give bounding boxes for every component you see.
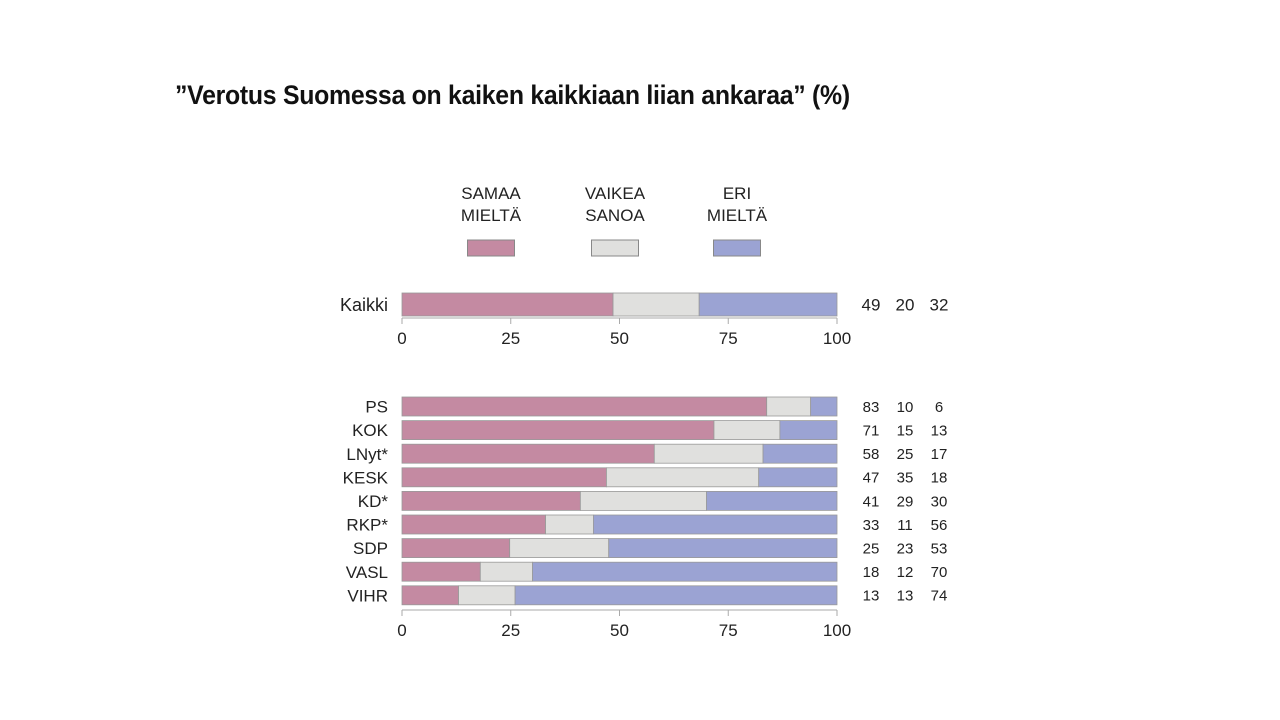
category-label: SDP <box>353 539 388 558</box>
x-tick-label: 75 <box>719 621 738 640</box>
x-tick-label: 50 <box>610 329 629 348</box>
data-label: 56 <box>931 517 948 534</box>
party-bar-segment <box>458 585 516 606</box>
data-label: 83 <box>863 399 880 416</box>
total-bar-segment <box>401 292 614 317</box>
party-bar-segment <box>579 490 707 511</box>
total-bar-segment <box>612 292 700 317</box>
data-label: 74 <box>931 588 948 605</box>
data-label: 41 <box>863 493 880 510</box>
data-label: 53 <box>931 541 948 558</box>
data-label: 35 <box>897 470 914 487</box>
legend-label: ERI <box>723 184 751 203</box>
data-label: 13 <box>897 588 914 605</box>
x-tick-label: 100 <box>823 329 851 348</box>
total-bar-segment <box>698 292 838 317</box>
data-label: 17 <box>931 446 948 463</box>
party-bar-segment <box>401 585 459 606</box>
party-bar-segment <box>762 443 838 464</box>
party-bar-segment <box>532 561 838 582</box>
data-label: 58 <box>863 446 880 463</box>
data-label: 18 <box>863 564 880 581</box>
data-label: 33 <box>863 517 880 534</box>
party-bar-segment <box>401 561 481 582</box>
data-label: 15 <box>897 423 914 440</box>
party-bar-segment <box>401 467 607 488</box>
data-label: 18 <box>931 470 948 487</box>
x-tick-label: 75 <box>719 329 738 348</box>
x-tick-label: 50 <box>610 621 629 640</box>
category-label: PS <box>365 398 388 417</box>
category-label: RKP* <box>346 516 388 535</box>
data-label: 23 <box>897 541 914 558</box>
party-bar-segment <box>608 538 838 558</box>
category-label: KOK <box>352 421 389 440</box>
data-label: 71 <box>863 423 880 440</box>
category-label: KD* <box>358 492 389 511</box>
data-label: 13 <box>863 588 880 605</box>
x-tick-label: 25 <box>501 329 520 348</box>
x-tick-label: 25 <box>501 621 520 640</box>
category-label: KESK <box>343 468 389 487</box>
party-bar-segment <box>706 490 838 511</box>
legend-label: MIELTÄ <box>461 206 522 225</box>
data-label: 25 <box>863 541 880 558</box>
legend-label: SAMAA <box>461 184 521 203</box>
party-bar-segment <box>479 561 533 582</box>
party-bar-segment <box>766 396 812 417</box>
party-bar-segment <box>606 467 760 488</box>
category-label: Kaikki <box>340 295 388 315</box>
x-tick-label: 100 <box>823 621 851 640</box>
x-tick-label: 0 <box>397 329 406 348</box>
party-bar-segment <box>810 396 838 417</box>
chart-title: ”Verotus Suomessa on kaiken kaikkiaan li… <box>175 80 850 110</box>
data-label: 70 <box>931 564 948 581</box>
data-label: 47 <box>863 470 880 487</box>
legend-swatch <box>467 239 515 257</box>
category-label: VASL <box>346 563 388 582</box>
data-label: 49 <box>862 296 881 315</box>
legend-label: MIELTÄ <box>707 206 768 225</box>
party-bar-segment <box>401 514 546 535</box>
party-bar-segment <box>401 443 655 464</box>
category-label: LNyt* <box>346 445 388 464</box>
legend-swatch <box>591 239 639 257</box>
data-label: 11 <box>897 517 913 534</box>
party-bar-segment <box>509 538 610 558</box>
party-bar-segment <box>593 514 838 535</box>
data-label: 20 <box>896 296 915 315</box>
category-label: VIHR <box>347 586 388 605</box>
legend-swatch <box>713 239 761 257</box>
party-bar-segment <box>713 420 781 441</box>
party-bar-segment <box>758 467 838 488</box>
legend-label: VAIKEA <box>585 184 646 203</box>
data-label: 12 <box>897 564 914 581</box>
data-label: 10 <box>897 399 914 416</box>
data-label: 6 <box>935 399 943 416</box>
x-tick-label: 0 <box>397 621 406 640</box>
legend-label: SANOA <box>585 206 645 225</box>
party-bar-segment <box>401 538 511 558</box>
party-bar-segment <box>514 585 838 606</box>
data-label: 13 <box>931 423 948 440</box>
party-bar-segment <box>545 514 594 535</box>
party-bar-segment <box>401 396 768 417</box>
data-label: 29 <box>897 493 914 510</box>
party-bar-segment <box>401 490 581 511</box>
party-bar-segment <box>401 420 715 441</box>
data-label: 32 <box>930 296 949 315</box>
party-bar-segment <box>779 420 838 441</box>
data-label: 30 <box>931 493 948 510</box>
party-bar-segment <box>653 443 764 464</box>
data-label: 25 <box>897 446 914 463</box>
